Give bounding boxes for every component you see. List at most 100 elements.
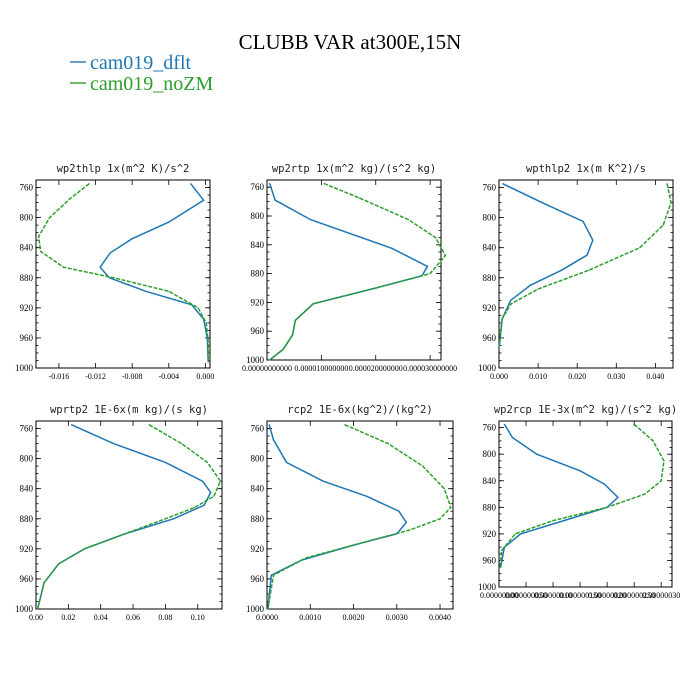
x-tick-label: 0.00000010 [534,591,572,600]
plot-frame [498,420,673,588]
plot-frame [266,179,442,361]
data-point-cam019_dflt [201,480,204,482]
data-point-cam019_dflt [113,442,115,445]
data-point-cam019_noZM [124,533,126,535]
x-tick-label: 0.00000000 [480,591,518,600]
y-tick-label: 920 [483,529,497,539]
y-tick-label: 800 [20,213,34,223]
series-line-cam019_dflt [267,424,408,610]
data-point-cam019_noZM [633,423,635,425]
data-point-cam019_dflt [272,439,275,441]
y-tick-label: 840 [251,240,265,250]
data-point-cam019_noZM [499,566,501,568]
y-tick-label: 800 [20,454,34,464]
data-point-cam019_noZM [450,506,452,509]
data-point-cam019_dflt [582,220,584,222]
data-point-cam019_noZM [282,348,284,350]
data-point-cam019_noZM [444,255,446,257]
panel-2: wp2rtp 1x(m^2 kg)/(s^2 kg) 760 800 840 880 92… [242,163,457,373]
data-point-cam019_noZM [429,273,431,275]
data-point-cam019_dflt [70,424,73,426]
y-tick-label: 1000 [478,582,497,592]
data-point-cam019_dflt [285,461,288,463]
series-line-cam019_dflt [36,424,212,610]
panel-3: wpthlp2 1x(m K^2)/s 760 800 840 880 920 960 100… [478,163,674,381]
data-point-cam019_noZM [387,442,389,445]
data-point-cam019_noZM [69,198,71,200]
plot-frame [266,420,454,610]
data-point-cam019_noZM [498,344,500,347]
data-point-cam019_dflt [202,199,205,201]
panel-title: wp2rcp 1E-3x(m^2 kg)/(s^2 kg) [494,404,677,416]
x-tick-label: 0.00000020 [588,591,626,600]
data-point-cam019_noZM [113,277,115,279]
y-tick-label: 1000 [478,363,497,373]
x-tick-label: 0.030 [607,372,625,381]
data-point-cam019_dflt [511,437,514,439]
y-tick-label: 960 [20,333,34,343]
data-point-cam019_noZM [514,533,516,535]
data-point-cam019_noZM [501,318,503,320]
data-point-cam019_noZM [312,303,314,305]
panel-1: wp2thlp 1x(m^2 K)/s^2 760 800 840 880 920 960 1… [15,163,214,381]
data-point-cam019_dflt [503,423,506,425]
data-point-cam019_noZM [662,224,664,226]
panel-title: rcp2 1E-6x(kg^2)/(kg^2) [287,404,432,416]
y-tick-label: 960 [483,333,497,343]
data-point-cam019_noZM [305,557,307,559]
data-point-cam019_noZM [344,424,346,426]
x-tick-label: 0.0030 [386,613,408,622]
data-point-cam019_noZM [205,322,207,324]
data-point-cam019_noZM [207,341,209,343]
data-point-cam019_noZM [670,201,672,204]
x-tick-label: -0.012 [85,372,106,381]
x-tick-label: 0.0040 [429,613,451,622]
data-point-cam019_noZM [37,608,39,610]
panel-6: wp2rcp 1E-3x(m^2 kg)/(s^2 kg) 760 800 840 88… [478,404,680,600]
data-point-cam019_dflt [426,265,429,267]
data-point-cam019_noZM [83,548,86,550]
y-tick-label: 960 [20,574,34,584]
y-tick-label: 800 [483,213,497,223]
data-point-cam019_noZM [197,307,199,309]
data-point-cam019_dflt [131,238,133,240]
data-point-cam019_dflt [309,219,312,221]
x-tick-label: 0.020 [568,372,586,381]
data-point-cam019_noZM [639,247,641,249]
x-tick-label: 0.04 [94,613,108,622]
data-point-cam019_noZM [291,334,294,336]
data-point-cam019_dflt [99,266,101,268]
data-point-cam019_noZM [375,287,377,289]
data-point-cam019_noZM [193,506,196,509]
y-tick-label: 760 [251,182,265,192]
panel-title: wpthlp2 1x(m K^2)/s [526,163,646,175]
data-point-cam019_dflt [210,491,212,494]
data-point-cam019_noZM [407,219,409,221]
data-point-cam019_noZM [88,183,90,185]
y-tick-label: 1000 [246,355,265,365]
data-point-cam019_dflt [529,284,531,286]
data-point-cam019_noZM [168,290,170,292]
y-tick-label: 960 [251,326,265,336]
series-line-cam019_noZM [36,424,222,610]
data-point-cam019_noZM [269,359,271,361]
y-tick-label: 800 [251,211,265,221]
x-tick-label: 0.00 [29,613,43,622]
data-point-cam019_noZM [422,465,424,467]
data-point-cam019_noZM [652,440,654,442]
x-tick-label: -0.008 [122,372,143,381]
data-point-cam019_noZM [164,518,166,520]
x-tick-label: -0.004 [158,372,179,381]
data-point-cam019_dflt [274,199,276,201]
series-line-cam019_dflt [498,183,594,346]
panel-title: wp2thlp 1x(m^2 K)/s^2 [57,163,190,175]
data-point-cam019_noZM [663,460,665,462]
panel-5: rcp2 1E-6x(kg^2)/(kg^2) 760 800 840 880 920 96… [246,404,454,622]
data-point-cam019_dflt [520,533,522,535]
y-tick-label: 880 [20,514,34,524]
data-point-cam019_noZM [666,183,668,185]
data-point-cam019_dflt [536,453,538,455]
data-point-cam019_dflt [168,221,170,223]
y-tick-label: 760 [483,183,497,193]
